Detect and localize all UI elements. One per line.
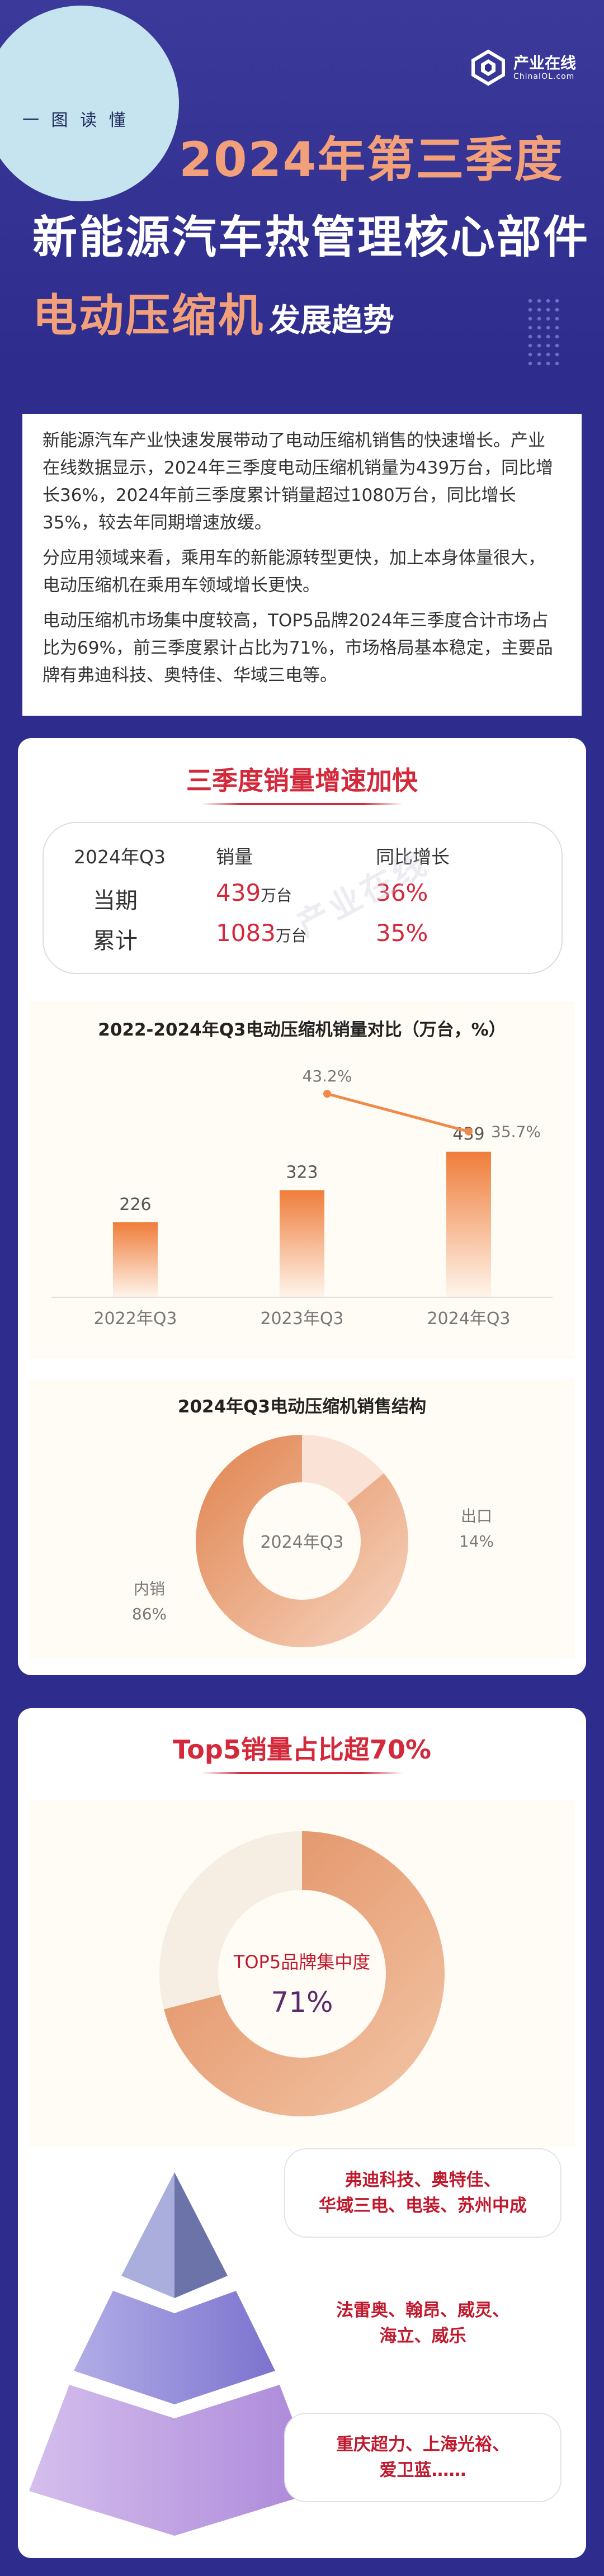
table-row-value: 1083万台 [216,919,307,947]
bar-chart: 2262022年Q33232023年Q34392024年Q343.2%35.7% [51,1067,553,1329]
bar-chart-panel: 2022-2024年Q3电动压缩机销量对比（万台，%） 226 2022年Q3 32… [29,1001,575,1359]
donut-slice [159,1831,302,2010]
donut-center-label: 2024年Q3 [260,1533,343,1552]
donut-chart: 2024年Q3 出口 14% 内销 86% [132,1435,494,1647]
table-row-growth: 35% [376,919,428,947]
pyramid-tier-1-label: 弗迪科技、奥特佳、 华域三电、电装、苏州中成 [284,2148,561,2238]
logo-name: 产业在线 [513,54,576,72]
pyramid-tier-3-label: 重庆超力、上海光裕、 爱卫蓝…… [284,2413,561,2502]
concentration-chart-panel: TOP5品牌集中度 71% [29,1800,575,2147]
title-line-1: 2024年第三季度 [179,132,564,188]
donut-center-value: 71% [271,1986,333,2019]
donut-center-label: TOP5品牌集中度 [233,1951,370,1973]
growth-label: 35.7% [491,1123,541,1141]
title-line-3-rest: 发展趋势 [269,302,394,339]
table-row-value: 439万台 [216,879,292,906]
intro-paragraph: 分应用领域来看，乘用车的新能源转型更快，加上本身体量很大，电动压缩机在乘用车领域… [43,548,545,595]
table-header-growth: 同比增长 [376,846,450,868]
top5-card: Top5销量占比超70% TOP5品牌集中度 71% 弗迪科技、奥特佳、 华域三电… [18,1708,586,2558]
x-tick-label: 2024年Q3 [427,1309,510,1329]
growth-point [323,1090,331,1098]
table-row-label: 当期 [93,888,138,914]
bar [280,1190,324,1297]
pyramid-tier-2-label: 法雷奥、翰昂、威灵、 海立、威乐 [284,2279,561,2368]
decorative-dots [526,296,561,369]
donut-slice [196,1435,408,1647]
logo-icon [471,49,505,86]
concentration-donut: TOP5品牌集中度 71% [159,1831,445,2116]
title-line-2: 新能源汽车热管理核心部件 [32,211,589,263]
decorative-circle [0,6,179,201]
section-title: 三季度销量增速加快 [18,760,586,805]
slice-value-label: 86% [132,1605,167,1623]
slice-value-label: 14% [459,1532,494,1551]
donut-chart-panel: 2024年Q3电动压缩机销售结构 2024年Q3 出口 14% 内销 86% [29,1379,575,1658]
tagline: 一 图 读 懂 [22,111,129,130]
decorative-dots [22,366,151,369]
bar-chart-title: 2022-2024年Q3电动压缩机销量对比（万台，%） [98,1020,506,1040]
title-line-3: 电动压缩机 发展趋势 [32,280,394,344]
sales-card: 三季度销量增速加快 2024年Q3 销量 同比增长 当期 439万台 36% 累… [18,738,586,1675]
x-tick-label: 2023年Q3 [260,1309,343,1329]
section-title: Top5销量占比超70% [18,1729,586,1774]
bar-value-label: 226 [119,1195,151,1214]
x-tick-label: 2022年Q3 [93,1309,177,1329]
intro-paragraph: 电动压缩机市场集中度较高，TOP5品牌2024年三季度合计市场占比为69%，前三… [43,611,553,686]
growth-point [465,1127,473,1136]
pyramid-graphic [29,2172,320,2536]
bar [446,1151,491,1297]
table-header-sales: 销量 [216,846,253,868]
intro-paragraph: 新能源汽车产业快速发展带动了电动压缩机销售的快速增长。产业在线数据显示，2024… [43,431,554,533]
table-header-period: 2024年Q3 [74,846,166,868]
donut-slice [302,1435,384,1504]
donut-chart-title: 2024年Q3电动压缩机销售结构 [177,1397,427,1417]
logo: 产业在线 ChinaIOL.com [469,48,576,87]
logo-domain: ChinaIOL.com [513,72,575,81]
title-line-3-highlight: 电动压缩机 [32,290,265,342]
slice-label: 出口 [461,1507,492,1525]
growth-label: 43.2% [303,1067,352,1085]
table-row-growth: 36% [376,879,428,906]
slice-label: 内销 [134,1580,165,1598]
donut-slice [164,1831,445,2116]
intro-box: 新能源汽车产业快速发展带动了电动压缩机销售的快速增长。产业在线数据显示，2024… [22,414,582,716]
sales-table: 2024年Q3 销量 同比增长 当期 439万台 36% 累计 1083万台 3… [43,822,563,974]
growth-line [327,1092,469,1133]
bar [113,1222,158,1297]
header-banner: 一 图 读 懂 产业在线 ChinaIOL.com 2024年第三季度 新能源汽… [0,0,604,369]
bar-value-label: 323 [286,1163,318,1183]
table-row-label: 累计 [93,928,138,954]
